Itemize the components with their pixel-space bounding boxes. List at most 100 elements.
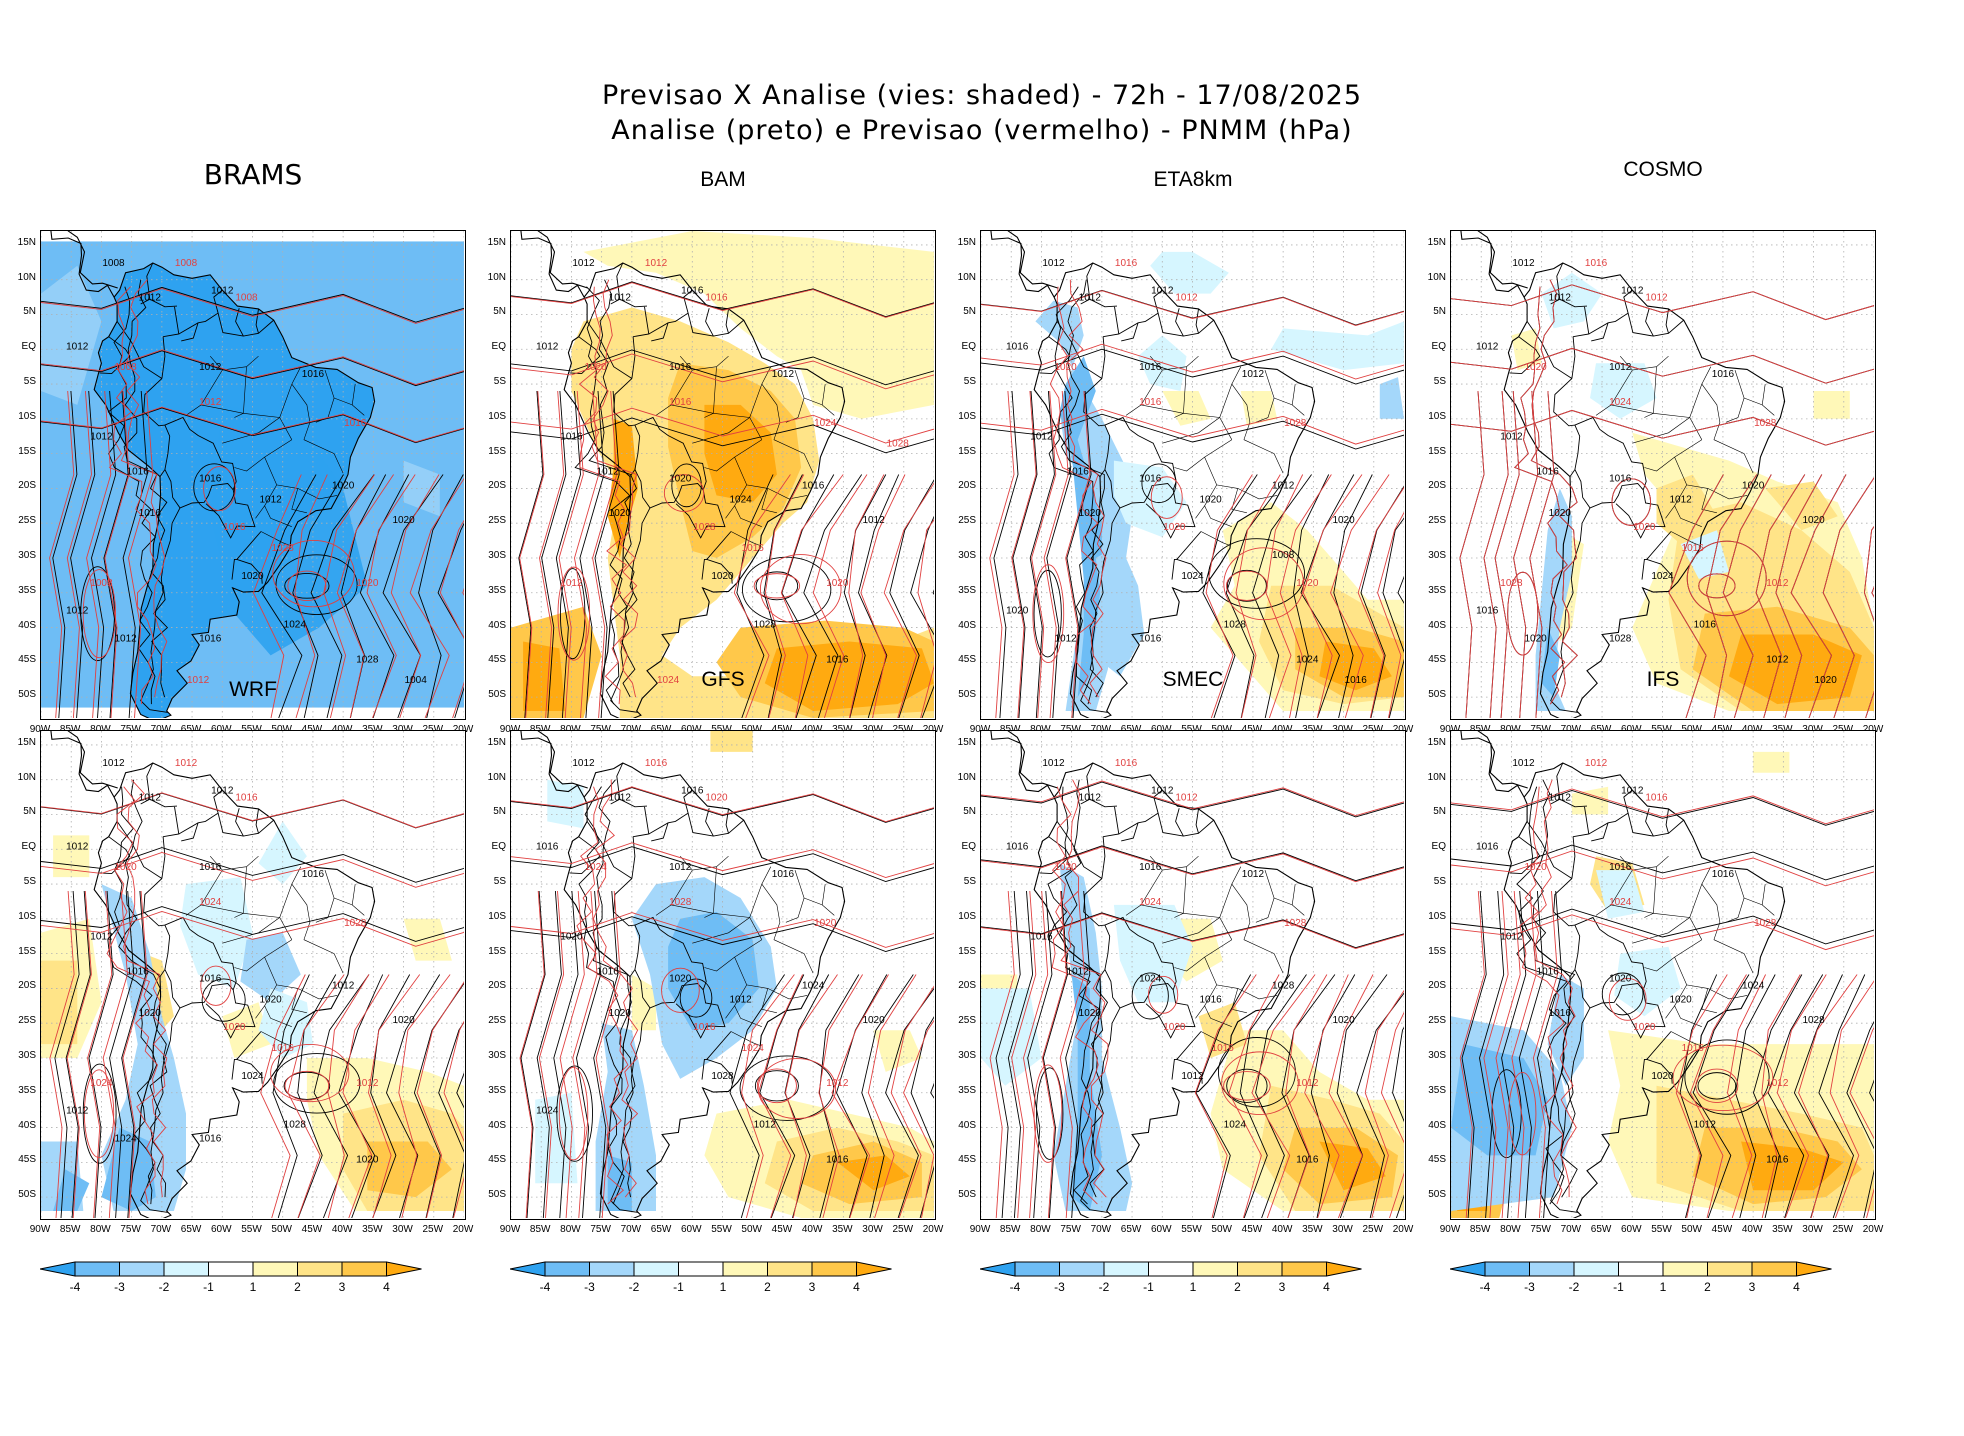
map-frame[interactable]: 1012 1012 1012 1016 1016 1012 1016 1012 1016 1020… — [980, 730, 1406, 1220]
forecast-isobar-label: 1012 — [826, 1078, 849, 1089]
colorbar-segment — [633, 1261, 679, 1277]
lon-tick-label: 70W — [1086, 724, 1116, 735]
bias-shading — [511, 231, 934, 718]
colorbar-segment — [767, 1261, 813, 1277]
analysis-isobar-label: 1020 — [1524, 633, 1547, 644]
map-frame[interactable]: 1012 1012 1012 1016 1016 1012 1012 1016 1020 1020… — [980, 230, 1406, 720]
state-borders — [1595, 855, 1775, 1046]
colorbar-segment — [811, 1261, 857, 1277]
lat-tick-label: 50S — [18, 689, 36, 701]
map-frame[interactable]: 1008 1012 1012 1012 1012 1016 1012 1016 1012 1016… — [40, 230, 466, 720]
colorbar-tick-label: -4 — [1479, 1280, 1491, 1294]
map-canvas: 1012101210121012101610161012101610201020… — [41, 731, 464, 1218]
map-frame[interactable]: 1012 1012 1016 1016 1012 1016 1020 1016 1012 1020… — [510, 730, 936, 1220]
analysis-isobar-label: 1028 — [754, 620, 777, 631]
lon-tick-label: 30W — [388, 724, 418, 735]
lon-tick-label: 70W — [616, 724, 646, 735]
panel-brams: BRAMS 15N 10N 5N EQ 5S 10S 15S 20S 25S 30S 35S 40S 45… — [0, 158, 474, 810]
colorbar — [40, 1261, 422, 1277]
map-frame[interactable]: 1012 1012 1012 1016 1016 1016 1012 1016 1020 1016… — [1450, 730, 1876, 1220]
lon-tick-label: 35W — [357, 724, 387, 735]
forecast-isobar-label: 1020 — [1524, 862, 1547, 873]
analysis-isobar-label: 1016 — [772, 869, 795, 880]
map-frame[interactable]: 1012 1012 1012 1012 1016 1016 1012 1016 1020 1020… — [40, 730, 466, 1220]
analysis-isobar-label: 1016 — [1549, 1008, 1572, 1019]
lon-tick-label: 80W — [555, 724, 585, 735]
lat-tick-label: 10N — [17, 271, 36, 283]
map-canvas: 1008101210121012101210161012101610121016… — [41, 231, 464, 718]
analysis-isobar-label: 1024 — [730, 494, 753, 505]
analysis-isobars — [41, 279, 464, 718]
panel-title: BRAMS — [203, 158, 303, 191]
lon-tick-label: 80W — [1025, 724, 1055, 735]
analysis-isobar-label: 1020 — [1200, 494, 1223, 505]
lat-tick-label: 50S — [958, 689, 976, 701]
panel-ifs: IFS 15N 10N 5N EQ 5S 10S 15S 20S 25S 30S 35S 40S 45S 5… — [1410, 668, 1884, 1310]
lon-tick-label: 90W — [495, 724, 525, 735]
lat-tick-label: 40S — [488, 1119, 506, 1131]
lon-tick-label: 40W — [331, 1224, 353, 1235]
lon-tick-label: 50W — [737, 724, 767, 735]
colorbar-segment — [678, 1261, 724, 1277]
lon-tick-label: 25W — [1362, 1224, 1384, 1235]
map-canvas: 1012101210121016101610121016101210161020… — [981, 731, 1404, 1218]
lat-tick-label: 40S — [1428, 619, 1446, 631]
lon-tick-label: 60W — [1146, 724, 1176, 735]
analysis-isobar-label: 1012 — [609, 793, 632, 804]
lat-tick-label: 30S — [488, 549, 506, 561]
panel-title: SMEC — [1162, 668, 1224, 691]
lon-tick-label: 40W — [1271, 1224, 1293, 1235]
lon-tick-label: 60W — [676, 724, 706, 735]
analysis-isobar-label: 1012 — [211, 286, 234, 297]
forecast-isobar-label: 1024 — [199, 897, 222, 908]
lat-tick-label: 45S — [1428, 1154, 1446, 1166]
forecast-isobar-label: 1016 — [1585, 258, 1608, 269]
analysis-isobar-label: 1012 — [1500, 932, 1523, 943]
forecast-isobar-label: 1020 — [356, 578, 379, 589]
isobar-labels: 1012 1012 1016 1012 1016 1012 1016 1012 1024 1020… — [536, 258, 909, 686]
map-frame[interactable]: 1012 1012 1016 1012 1016 1012 1016 1012 1024 1020… — [510, 230, 936, 720]
forecast-isobar-label: 1008 — [90, 578, 113, 589]
lon-tick-label: 40W — [1741, 1224, 1763, 1235]
forecast-isobar-label: 1028 — [1754, 918, 1777, 929]
analysis-isobar-label: 1016 — [536, 841, 559, 852]
lat-tick-label: 5N — [493, 306, 506, 318]
map-frame[interactable]: 1012 1012 1012 1012 1012 1016 1012 1016 1012 1020… — [1450, 230, 1876, 720]
lat-tick-label: EQ — [961, 341, 976, 353]
lon-tick-label: 40W — [1267, 724, 1297, 735]
lat-tick-label: 25S — [958, 515, 976, 527]
panel-title: BAM — [700, 168, 746, 191]
forecast-isobar-label: 1020 — [1296, 578, 1319, 589]
analysis-isobar-label: 1012 — [669, 862, 692, 873]
lat-tick-label: 5N — [1433, 306, 1446, 318]
lon-tick-label: 45W — [297, 724, 327, 735]
lat-tick-label: 5N — [963, 806, 976, 818]
lon-tick-label: 35W — [1297, 724, 1327, 735]
analysis-isobar-label: 1016 — [302, 369, 325, 380]
lat-tick-label: 5S — [1433, 876, 1446, 888]
forecast-isobar-label: 1016 — [1645, 793, 1668, 804]
forecast-isobar-label: 1012 — [1766, 1078, 1789, 1089]
lat-tick-label: 30S — [958, 1049, 976, 1061]
lon-tick-label: 50W — [741, 1224, 762, 1235]
analysis-isobar-label: 1028 — [1802, 1015, 1825, 1026]
title-line-2: Analise (preto) e Previsao (vermelho) - … — [611, 115, 1353, 146]
lat-tick-label: 10S — [488, 910, 506, 922]
forecast-isobars — [1451, 779, 1874, 1218]
colorbar-tick-label: 2 — [1704, 1280, 1711, 1294]
forecast-isobar-label: 1012 — [1766, 578, 1789, 589]
colorbar-tick-label: -3 — [1524, 1280, 1535, 1294]
colorbar-segment — [1707, 1261, 1753, 1277]
forecast-isobar-label: 1020 — [1633, 1022, 1656, 1033]
forecast-isobar-label: 1020 — [114, 862, 137, 873]
lat-tick-label: 5N — [493, 806, 506, 818]
lat-lon-grid — [981, 231, 1404, 718]
forecast-isobar-label: 1016 — [223, 522, 246, 533]
colorbar-segment — [163, 1261, 209, 1277]
forecast-isobar-label: 1016 — [645, 758, 668, 769]
lat-tick-label: EQ — [21, 841, 36, 853]
analysis-isobar-label: 1020 — [609, 1008, 632, 1019]
analysis-isobar-label: 1028 — [1272, 980, 1295, 991]
forecast-isobar-label: 1020 — [1163, 522, 1186, 533]
state-borders — [185, 355, 365, 546]
